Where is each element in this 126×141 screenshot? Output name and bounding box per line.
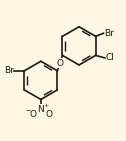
Text: +: + (43, 103, 48, 108)
Text: Br: Br (4, 66, 14, 75)
Text: Br: Br (104, 29, 114, 38)
Text: O: O (29, 110, 36, 119)
Text: −: − (25, 108, 31, 113)
Text: Cl: Cl (105, 53, 114, 62)
Text: O: O (56, 59, 63, 68)
Text: N: N (37, 105, 44, 114)
Text: O: O (45, 110, 52, 119)
